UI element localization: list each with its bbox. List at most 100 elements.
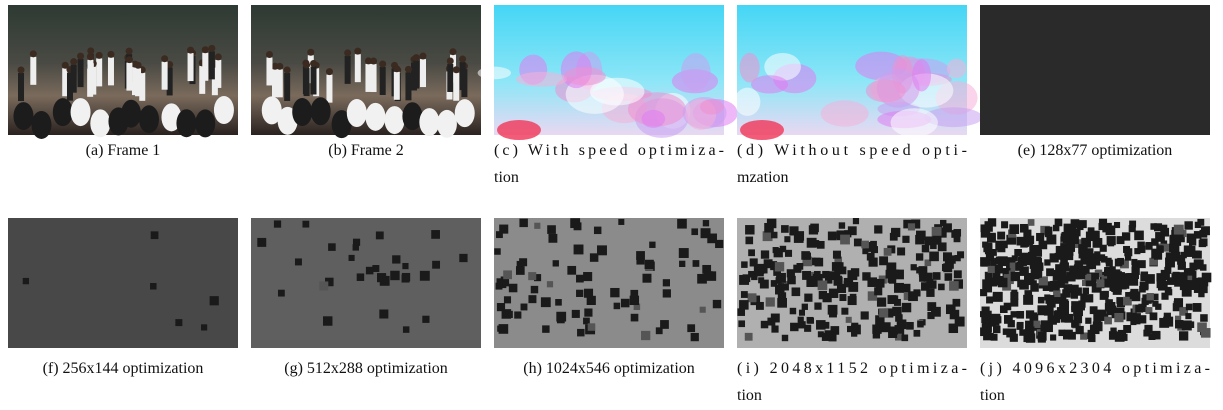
opt-block <box>677 219 687 229</box>
opt-block <box>302 221 309 228</box>
opt-block <box>908 291 918 301</box>
opt-block <box>496 231 503 238</box>
opt-block <box>1154 252 1162 260</box>
opt-block <box>886 270 895 279</box>
seated <box>176 109 196 137</box>
opt-block <box>610 288 619 297</box>
head <box>77 53 84 60</box>
opt-block <box>839 294 846 301</box>
opt-block <box>274 220 281 227</box>
opt-block <box>741 291 748 298</box>
opt-block <box>1038 297 1045 304</box>
opt-block <box>799 310 805 316</box>
opt-block <box>1199 240 1206 247</box>
person <box>96 58 102 86</box>
head <box>96 52 103 59</box>
opt-block <box>748 249 755 256</box>
opt-block <box>1036 233 1044 241</box>
opt-block <box>366 267 374 275</box>
opt-block <box>949 281 959 291</box>
head <box>370 58 377 65</box>
flow-blob <box>821 100 869 126</box>
opt-block <box>390 271 399 280</box>
head <box>310 60 317 67</box>
opt-block <box>357 273 365 281</box>
person <box>126 63 132 91</box>
opt-block <box>534 223 540 229</box>
panel-image <box>734 5 982 140</box>
opt-block <box>829 289 838 298</box>
opt-block <box>614 303 621 310</box>
opt-block <box>1139 286 1146 293</box>
opt-block <box>873 331 880 338</box>
opt-block <box>1093 322 1103 332</box>
head <box>215 53 222 60</box>
opt-block <box>1201 328 1211 338</box>
head <box>126 56 133 63</box>
opt-block <box>782 335 788 341</box>
opt-block <box>572 310 580 318</box>
person <box>266 57 272 85</box>
opt-block <box>594 227 601 234</box>
opt-block <box>1106 225 1116 235</box>
opt-block <box>748 293 757 302</box>
opt-block <box>1102 291 1108 297</box>
opt-block <box>649 242 655 248</box>
opt-block <box>926 289 934 297</box>
opt-block <box>1019 329 1026 336</box>
opt-block <box>797 263 804 270</box>
opt-block <box>1094 251 1100 257</box>
opt-block <box>1131 267 1139 275</box>
opt-block <box>1174 298 1183 307</box>
head <box>326 68 333 75</box>
opt-block <box>1163 317 1173 327</box>
opt-block <box>1175 320 1183 328</box>
opt-block <box>981 258 990 267</box>
opt-block <box>707 271 717 281</box>
head <box>284 66 291 73</box>
head <box>208 45 215 52</box>
opt-block <box>1088 335 1095 342</box>
opt-block <box>991 314 1001 324</box>
opt-block <box>741 261 748 268</box>
opt-block <box>502 309 512 319</box>
flow-blob <box>642 110 666 128</box>
flow-blob <box>700 99 724 114</box>
opt-block <box>577 329 584 336</box>
opt-block <box>1098 223 1105 230</box>
opt-block <box>1105 299 1113 307</box>
opt-block <box>587 296 596 305</box>
opt-block <box>1050 253 1059 262</box>
person <box>188 53 194 81</box>
opt-block <box>802 304 808 310</box>
opt-block <box>1050 334 1056 340</box>
person <box>371 64 377 92</box>
opt-block <box>521 304 528 311</box>
opt-block <box>1033 321 1040 328</box>
head <box>420 53 427 60</box>
opt-block <box>210 296 219 305</box>
opt-block <box>840 235 850 245</box>
opt-block <box>1129 225 1136 232</box>
person <box>78 59 84 87</box>
opt-block <box>642 274 651 283</box>
opt-block <box>1085 294 1093 302</box>
opt-block <box>902 303 911 312</box>
opt-block <box>933 272 941 280</box>
head <box>107 51 114 58</box>
opt-block <box>656 327 663 334</box>
opt-block <box>503 270 512 279</box>
opt-block <box>528 272 536 280</box>
opt-block <box>328 243 336 251</box>
opt-block <box>323 316 332 325</box>
opt-block <box>567 266 576 275</box>
opt-block <box>1061 233 1069 241</box>
opt-block <box>890 326 898 334</box>
person <box>284 73 290 101</box>
opt-block <box>867 277 877 287</box>
head <box>303 62 310 69</box>
seated <box>71 98 91 126</box>
opt-block <box>1108 240 1114 246</box>
opt-block <box>379 309 388 318</box>
opt-block <box>700 307 706 313</box>
